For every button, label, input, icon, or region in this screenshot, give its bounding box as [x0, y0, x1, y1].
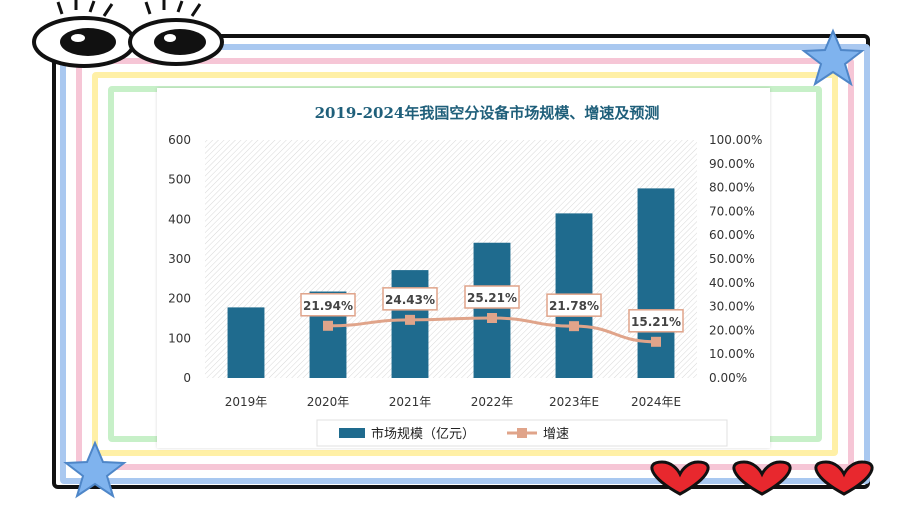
y-left-tick-label: 100: [168, 331, 191, 345]
legend-bar-swatch: [339, 428, 365, 438]
bar: [637, 188, 675, 378]
data-label: 24.43%: [385, 293, 435, 307]
y-right-tick-label: 70.00%: [709, 204, 755, 218]
x-tick-label: 2021年: [389, 395, 432, 409]
legend-line-marker: [517, 428, 527, 438]
y-right-tick-label: 40.00%: [709, 276, 755, 290]
data-label: 21.94%: [303, 299, 353, 313]
y-left-tick-label: 600: [168, 133, 191, 147]
data-label-box: [382, 287, 438, 311]
data-label-box: [628, 309, 684, 333]
data-label-box: [300, 293, 356, 317]
y-right-tick-label: 80.00%: [709, 181, 755, 195]
data-label-box: [464, 285, 520, 309]
y-left-tick-label: 200: [168, 292, 191, 306]
x-tick-label: 2024年E: [631, 395, 681, 409]
line-point: [487, 313, 497, 324]
x-tick-label: 2023年E: [549, 395, 599, 409]
cartoon-eyes-icon: [32, 0, 224, 68]
frame-stripe-yellow: [92, 72, 838, 456]
legend-bar-label: 市场规模（亿元）: [371, 426, 475, 442]
data-label-box: [546, 293, 602, 317]
y-right-tick-label: 0.00%: [709, 371, 747, 385]
chart-title: 2019-2024年我国空分设备市场规模、增速及预测: [315, 104, 660, 122]
y-right-tick-label: 60.00%: [709, 228, 755, 242]
line-point: [323, 320, 333, 331]
y-left-tick-label: 0: [183, 371, 191, 385]
y-right-tick-label: 30.00%: [709, 300, 755, 314]
x-tick-label: 2020年: [307, 395, 350, 409]
bar: [227, 307, 265, 378]
frame-stripe-pink: [76, 58, 854, 470]
data-label: 25.21%: [467, 291, 517, 305]
line-point: [405, 314, 415, 325]
y-right-tick-label: 100.00%: [709, 133, 762, 147]
y-right-tick-label: 90.00%: [709, 157, 755, 171]
x-tick-label: 2022年: [471, 395, 514, 409]
hearts-icon: [650, 460, 874, 496]
y-left-tick-label: 400: [168, 212, 191, 226]
y-right-tick-label: 10.00%: [709, 347, 755, 361]
plot-area: [205, 140, 697, 378]
bar: [473, 242, 511, 378]
data-label: 21.78%: [549, 299, 599, 313]
chart: 2019-2024年我国空分设备市场规模、增速及预测 0 100 200 300 400…: [168, 104, 762, 447]
frame-stripe-blue: [60, 44, 870, 484]
data-label: 15.21%: [631, 315, 681, 329]
y-right-tick-label: 50.00%: [709, 252, 755, 266]
y-right-tick-label: 20.00%: [709, 323, 755, 337]
line-point: [569, 321, 579, 332]
y-left-tick-label: 300: [168, 252, 191, 266]
y-left-tick-label: 500: [168, 173, 191, 187]
star-icon: [801, 28, 865, 87]
legend-line-label: 增速: [543, 427, 569, 442]
star-icon: [63, 440, 127, 499]
x-tick-label: 2019年: [225, 395, 268, 409]
line-point: [651, 336, 661, 347]
